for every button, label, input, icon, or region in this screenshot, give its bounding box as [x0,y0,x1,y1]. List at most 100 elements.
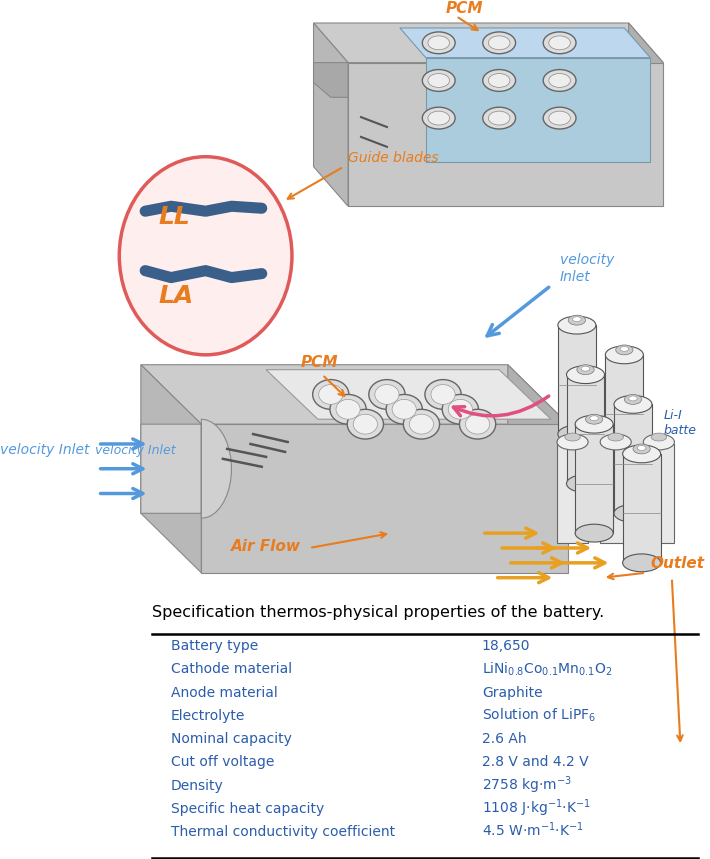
Ellipse shape [606,455,643,472]
Text: 2758 kg$\cdot$m$^{-3}$: 2758 kg$\cdot$m$^{-3}$ [482,774,572,795]
Polygon shape [567,375,604,484]
Ellipse shape [638,446,646,450]
Text: Li-I
batte: Li-I batte [663,409,697,437]
Circle shape [119,156,292,355]
Text: velocity Inlet: velocity Inlet [95,444,176,457]
Text: Anode material: Anode material [171,685,278,699]
Polygon shape [628,23,663,206]
Polygon shape [400,28,650,58]
Polygon shape [314,23,663,63]
Text: velocity Inlet: velocity Inlet [0,443,89,457]
Ellipse shape [616,345,633,355]
Text: LA: LA [158,284,193,308]
Ellipse shape [488,111,510,125]
Ellipse shape [428,74,449,88]
Text: Battery type: Battery type [171,639,258,653]
Text: Density: Density [171,778,224,793]
Ellipse shape [575,415,613,433]
Ellipse shape [330,394,366,424]
Ellipse shape [422,107,455,129]
Text: Electrolyte: Electrolyte [171,709,246,722]
Ellipse shape [608,433,623,441]
Text: Nominal capacity: Nominal capacity [171,732,292,746]
Polygon shape [575,424,613,533]
Ellipse shape [549,36,570,50]
Text: Specification thermos-physical properties of the battery.: Specification thermos-physical propertie… [152,606,604,620]
Ellipse shape [581,366,590,371]
Ellipse shape [586,414,603,424]
Text: Solution of LiPF$_6$: Solution of LiPF$_6$ [482,707,596,724]
Text: Outlet: Outlet [650,556,704,570]
Polygon shape [314,23,348,206]
Polygon shape [600,444,631,543]
Text: Specific heat capacity: Specific heat capacity [171,802,324,816]
Text: Thermal conductivity coefficient: Thermal conductivity coefficient [171,825,395,839]
Ellipse shape [488,74,510,88]
Ellipse shape [448,399,472,419]
Polygon shape [606,355,643,464]
Ellipse shape [600,434,631,450]
Text: 18,650: 18,650 [482,639,530,653]
Ellipse shape [614,395,652,413]
Ellipse shape [428,111,449,125]
Ellipse shape [347,409,383,439]
Polygon shape [202,424,568,573]
Ellipse shape [549,111,570,125]
Ellipse shape [319,385,343,405]
Text: 2.8 V and 4.2 V: 2.8 V and 4.2 V [482,755,589,770]
Polygon shape [141,365,568,424]
Polygon shape [623,454,660,563]
Text: LL: LL [158,205,190,229]
Ellipse shape [312,380,349,409]
Ellipse shape [624,394,642,405]
Text: 1108 J$\cdot$kg$^{-1}$$\cdot$K$^{-1}$: 1108 J$\cdot$kg$^{-1}$$\cdot$K$^{-1}$ [482,797,591,819]
Ellipse shape [375,385,399,405]
Ellipse shape [392,399,416,419]
Ellipse shape [386,394,422,424]
Ellipse shape [403,409,439,439]
Polygon shape [558,325,596,434]
Text: PCM: PCM [300,355,338,369]
Polygon shape [426,58,650,161]
Ellipse shape [572,317,581,321]
Text: Cut off voltage: Cut off voltage [171,755,275,770]
Polygon shape [314,63,348,97]
Polygon shape [348,63,663,206]
Ellipse shape [428,36,449,50]
Ellipse shape [425,380,462,409]
Ellipse shape [606,346,643,363]
Text: 2.6 Ah: 2.6 Ah [482,732,527,746]
Ellipse shape [558,316,596,334]
Text: Cathode material: Cathode material [171,662,293,676]
Ellipse shape [564,433,580,441]
Ellipse shape [575,524,613,542]
Ellipse shape [633,444,650,454]
Ellipse shape [466,414,490,434]
Ellipse shape [568,315,586,325]
Ellipse shape [543,107,576,129]
Ellipse shape [557,434,588,450]
Ellipse shape [543,70,576,91]
Ellipse shape [410,414,434,434]
Ellipse shape [368,380,405,409]
Ellipse shape [558,425,596,443]
Ellipse shape [483,32,515,54]
Ellipse shape [620,346,628,351]
Text: 4.5 W$\cdot$m$^{-1}$$\cdot$K$^{-1}$: 4.5 W$\cdot$m$^{-1}$$\cdot$K$^{-1}$ [482,820,584,839]
Polygon shape [266,369,551,419]
Ellipse shape [623,445,660,463]
Ellipse shape [623,554,660,572]
Ellipse shape [590,416,599,421]
Text: velocity
Inlet: velocity Inlet [559,253,614,283]
Ellipse shape [543,32,576,54]
Ellipse shape [651,433,667,441]
Ellipse shape [483,107,515,129]
Polygon shape [508,365,568,573]
Ellipse shape [336,399,360,419]
Ellipse shape [422,70,455,91]
Text: LiNi$_{0.8}$Co$_{0.1}$Mn$_{0.1}$O$_2$: LiNi$_{0.8}$Co$_{0.1}$Mn$_{0.1}$O$_2$ [482,661,613,678]
Polygon shape [141,365,202,573]
Text: Air Flow: Air Flow [231,539,300,554]
Text: Graphite: Graphite [482,685,542,699]
Ellipse shape [431,385,455,405]
